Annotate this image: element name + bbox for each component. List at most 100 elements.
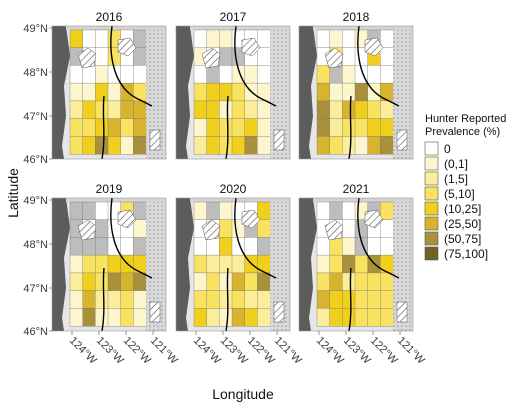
management-unit bbox=[69, 136, 84, 155]
management-unit bbox=[69, 65, 84, 84]
management-unit bbox=[380, 254, 394, 274]
x-tick-label: 124°W bbox=[314, 335, 346, 367]
management-unit bbox=[329, 237, 343, 256]
management-unit bbox=[219, 136, 233, 155]
outside-study-area bbox=[393, 202, 413, 331]
management-unit bbox=[380, 219, 394, 238]
management-unit bbox=[219, 201, 233, 221]
management-unit bbox=[206, 237, 220, 256]
management-unit bbox=[342, 219, 356, 238]
legend-swatch bbox=[424, 246, 439, 261]
ocean bbox=[299, 198, 317, 331]
excluded-area bbox=[77, 47, 97, 69]
management-unit bbox=[95, 237, 109, 256]
management-unit bbox=[329, 201, 343, 221]
management-unit bbox=[206, 100, 220, 120]
management-unit bbox=[133, 29, 147, 49]
management-unit bbox=[367, 237, 381, 256]
management-unit bbox=[342, 65, 356, 84]
ocean bbox=[299, 26, 317, 159]
management-unit bbox=[342, 237, 356, 256]
excluded-area bbox=[324, 219, 344, 241]
management-unit bbox=[133, 254, 147, 274]
management-unit bbox=[206, 254, 220, 274]
management-unit bbox=[133, 118, 147, 137]
management-unit bbox=[95, 308, 109, 327]
x-tick-label: 122°W bbox=[368, 335, 400, 367]
management-unit bbox=[133, 136, 147, 155]
panel-frame bbox=[298, 197, 414, 332]
facet-panels: 2016 2017 2018 2019 2020 2021 bbox=[51, 10, 414, 332]
management-unit bbox=[82, 65, 96, 84]
management-unit bbox=[219, 29, 233, 49]
management-unit bbox=[367, 65, 381, 84]
legend-swatch bbox=[424, 231, 439, 246]
facet-panel-2018: 2018 bbox=[298, 10, 414, 160]
management-unit bbox=[219, 118, 233, 137]
y-tick-label: 47°N bbox=[23, 111, 48, 123]
excluded-area bbox=[117, 209, 137, 229]
management-unit bbox=[329, 100, 343, 120]
management-unit bbox=[231, 118, 246, 137]
management-unit bbox=[342, 136, 356, 155]
management-unit bbox=[82, 100, 96, 120]
management-unit bbox=[380, 29, 394, 49]
excluded-area bbox=[241, 209, 261, 229]
facet-panel-2020: 2020 bbox=[175, 182, 291, 332]
management-unit bbox=[257, 237, 271, 256]
management-unit bbox=[82, 136, 96, 155]
x-tick-label: 123°W bbox=[218, 335, 250, 367]
x-tick-label: 122°W bbox=[245, 335, 277, 367]
management-unit bbox=[193, 118, 208, 137]
management-unit bbox=[316, 118, 331, 137]
ocean bbox=[176, 198, 194, 331]
management-unit bbox=[206, 290, 220, 309]
management-unit bbox=[82, 254, 96, 274]
management-unit bbox=[107, 272, 122, 292]
management-unit bbox=[257, 29, 271, 49]
management-unit bbox=[95, 47, 109, 66]
panel-frame bbox=[298, 25, 414, 160]
management-unit bbox=[82, 237, 96, 256]
y-tick-label: 47°N bbox=[23, 283, 48, 295]
panel-frame bbox=[175, 25, 291, 160]
management-unit bbox=[244, 290, 258, 309]
management-unit bbox=[354, 100, 369, 120]
management-unit bbox=[95, 100, 109, 120]
management-unit bbox=[380, 308, 394, 327]
management-unit bbox=[82, 308, 96, 327]
legend-swatch bbox=[424, 156, 439, 171]
management-unit bbox=[133, 47, 147, 66]
excluded-area bbox=[149, 129, 161, 151]
management-unit bbox=[257, 136, 271, 155]
management-unit bbox=[367, 272, 381, 292]
panel-frame bbox=[51, 197, 167, 332]
excluded-area bbox=[117, 37, 137, 57]
management-unit bbox=[329, 272, 343, 292]
legend-title-line2: Prevalence (%) bbox=[425, 126, 500, 138]
management-unit bbox=[107, 136, 122, 155]
x-axis-label: Longitude bbox=[212, 386, 274, 402]
management-unit bbox=[133, 201, 147, 221]
management-unit bbox=[82, 201, 96, 221]
canada-region bbox=[313, 26, 413, 30]
management-unit bbox=[354, 272, 369, 292]
outside-study-area bbox=[146, 202, 166, 331]
legend-label: (0,1] bbox=[444, 157, 468, 171]
legend-label: (10,25] bbox=[444, 202, 481, 216]
management-unit bbox=[257, 47, 271, 66]
management-unit bbox=[219, 254, 233, 274]
management-unit bbox=[316, 237, 331, 256]
management-unit bbox=[257, 65, 271, 84]
management-unit bbox=[133, 308, 147, 327]
canada-region bbox=[190, 26, 290, 30]
legend-swatch bbox=[424, 171, 439, 186]
management-unit bbox=[133, 65, 147, 84]
management-unit bbox=[107, 308, 122, 327]
management-unit bbox=[120, 308, 134, 327]
management-unit bbox=[206, 82, 220, 102]
management-unit bbox=[329, 308, 343, 327]
management-unit bbox=[380, 65, 394, 84]
management-unit bbox=[69, 308, 84, 327]
region-boundary bbox=[101, 267, 105, 332]
